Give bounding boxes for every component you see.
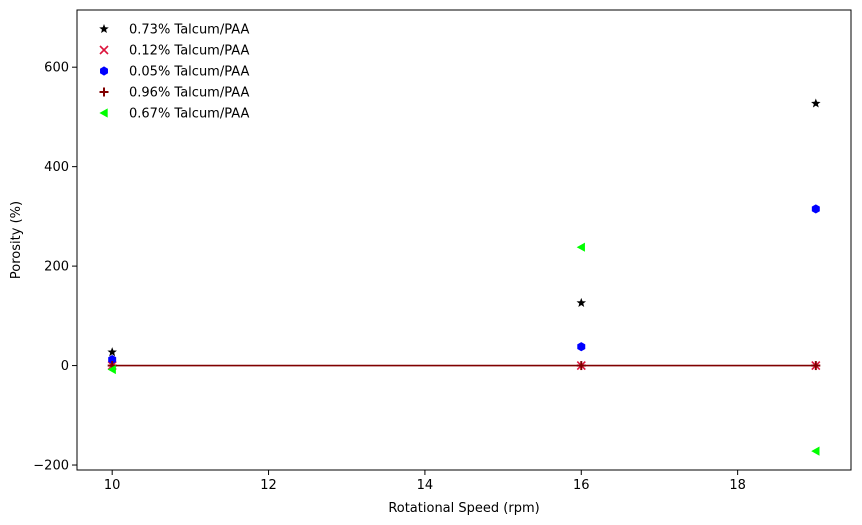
data-point-2-2	[811, 204, 820, 214]
y-axis-label: Porosity (%)	[9, 201, 24, 279]
x-tick-label: 16	[573, 478, 590, 493]
x-axis-label: Rotational Speed (rpm)	[388, 501, 539, 516]
legend-marker-1	[99, 45, 109, 55]
legend-label-3: 0.96% Talcum/PAA	[129, 86, 249, 101]
legend-label-2: 0.05% Talcum/PAA	[129, 65, 249, 80]
legend-label-0: 0.73% Talcum/PAA	[129, 23, 249, 38]
x-tick-label: 10	[104, 478, 121, 493]
legend-marker-4	[99, 108, 108, 118]
legend-marker-0	[99, 24, 109, 34]
legend-label-1: 0.12% Talcum/PAA	[129, 44, 249, 59]
data-point-3-2	[811, 361, 821, 371]
data-point-0-0	[107, 347, 117, 357]
data-point-3-1	[576, 361, 586, 371]
data-point-0-1	[576, 297, 587, 307]
legend-marker-1-stroke	[99, 45, 109, 55]
axes-ticks: 10 12 14 16 18 −200 0 200 400 600	[33, 61, 746, 493]
x-tick-label: 14	[417, 478, 434, 493]
data-point-4-0	[107, 364, 116, 375]
data-point-0-2	[811, 98, 821, 108]
x-tick-label: 12	[260, 478, 277, 493]
x-tick-label: 18	[729, 478, 746, 493]
y-tick-label: −200	[33, 459, 69, 474]
y-tick-label: 600	[44, 61, 69, 76]
data-point-2-0	[108, 355, 117, 365]
legend-marker-2	[100, 66, 108, 76]
plot-area	[76, 9, 852, 471]
y-tick-label: 200	[44, 260, 69, 275]
y-tick-label: 400	[44, 160, 69, 175]
y-tick-label: 0	[61, 359, 69, 374]
legend: 0.73% Talcum/PAA 0.12% Talcum/PAA 0.05% Ta…	[99, 23, 249, 122]
plot-frame	[76, 9, 852, 471]
legend-marker-3	[99, 87, 109, 97]
legend-label-4: 0.67% Talcum/PAA	[129, 107, 249, 122]
data-point-4-1	[576, 242, 585, 252]
data-points	[107, 98, 821, 456]
data-point-2-1	[577, 342, 586, 352]
data-point-4-2	[811, 446, 820, 456]
